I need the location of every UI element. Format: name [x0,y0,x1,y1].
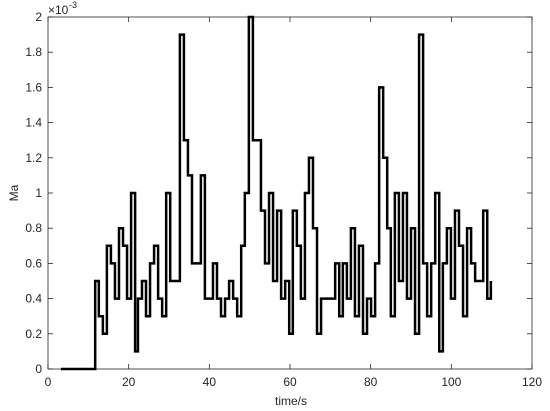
x-tick-label: 40 [203,375,217,389]
y-axis-label: Ma [7,184,21,201]
x-tick-label: 100 [441,375,461,389]
x-tick-label: 60 [283,375,297,389]
y-exponent-base: ×10 [48,3,69,17]
y-tick-label: 0 [35,362,42,376]
y-tick-label: 0.8 [25,221,42,235]
y-exponent: -3 [69,0,77,10]
x-tick-label: 80 [364,375,378,389]
y-tick-label: 1.6 [25,80,42,94]
y-tick-label: 1.4 [25,116,42,130]
stairs-line [60,15,493,371]
x-tick-label: 0 [45,375,52,389]
y-tick-label: 1.8 [25,45,42,59]
y-tick-label: 0.2 [25,327,42,341]
y-tick-label: 0.4 [25,292,42,306]
x-tick-label: 120 [522,375,542,389]
y-tick-label: 0.6 [25,256,42,270]
y-tick-label: 1 [35,186,42,200]
x-axis-label: time/s [275,394,307,408]
y-tick-label: 1.2 [25,151,42,165]
x-tick-label: 20 [122,375,136,389]
y-tick-label: 2 [35,10,42,24]
